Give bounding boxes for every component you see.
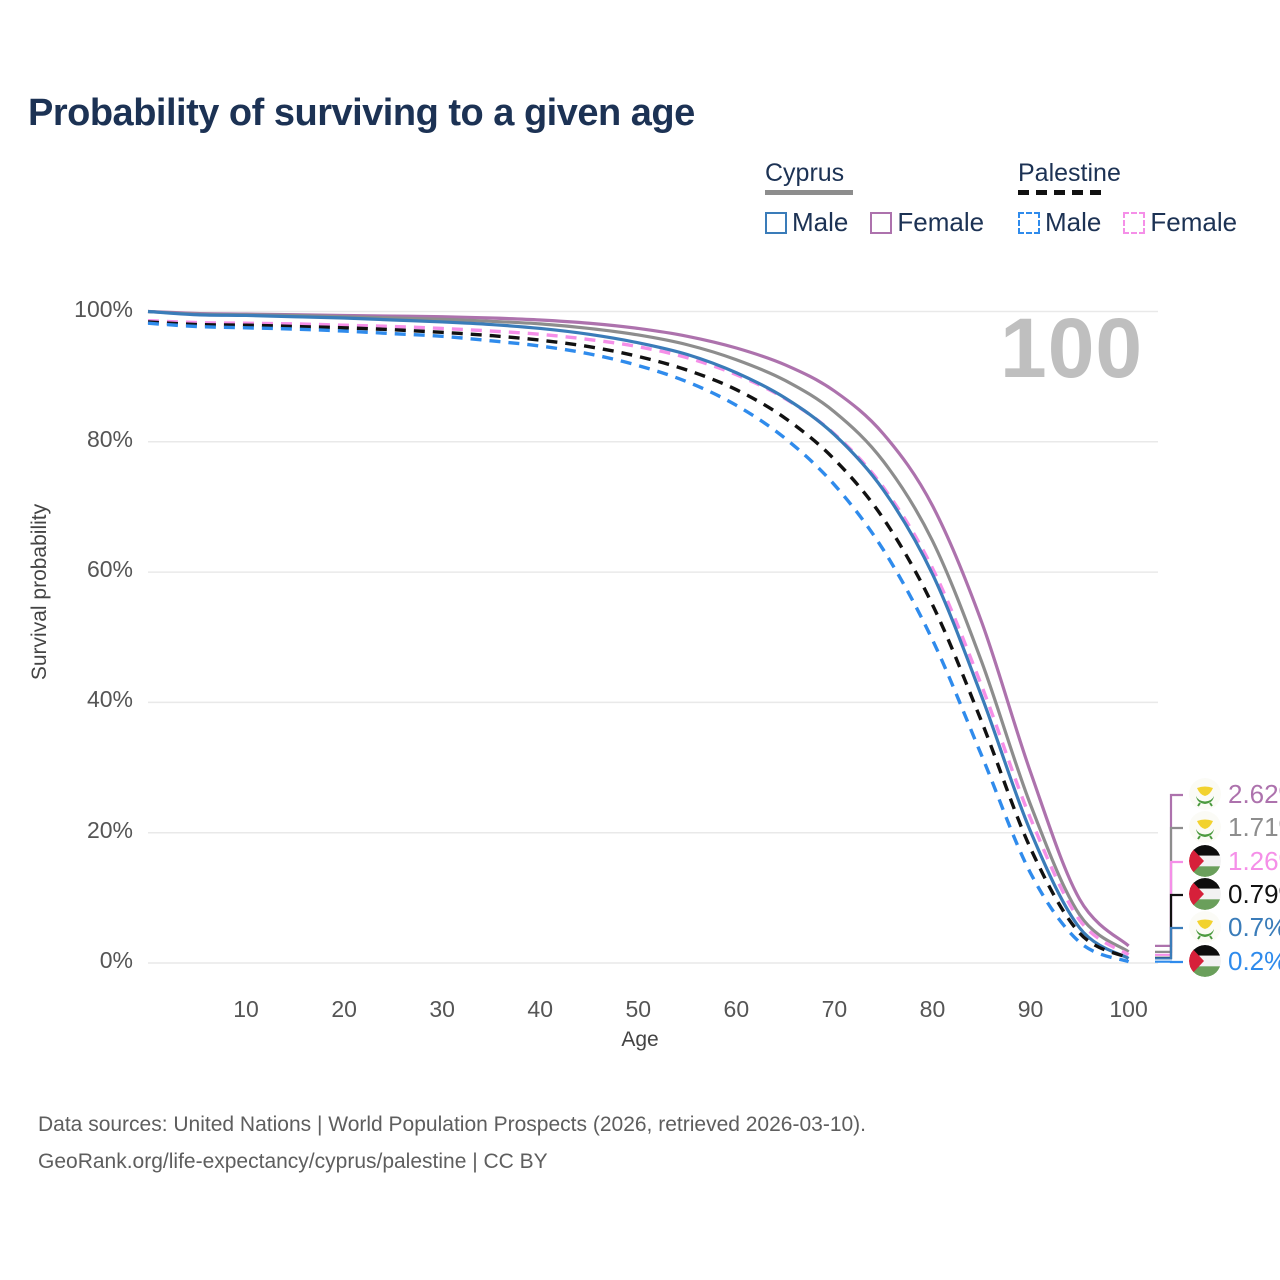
legend-country-label-palestine: Palestine xyxy=(1018,159,1121,187)
x-tick-30: 30 xyxy=(429,996,455,1022)
legend-label-palestine-female: Female xyxy=(1150,207,1238,237)
x-tick-100: 100 xyxy=(1109,996,1148,1022)
y-axis-title: Survival probability xyxy=(28,503,51,681)
page-title: Probability of surviving to a given age xyxy=(28,92,695,134)
legend-item-palestine-female[interactable]: Female xyxy=(1123,207,1237,238)
cyprus-flag-icon xyxy=(1189,778,1221,810)
legend: Cyprus Male Female Palestine Male Female xyxy=(760,160,1260,245)
end-label-value-cyprus-total: 1.71% xyxy=(1228,811,1280,842)
end-label-value-cyprus-male: 0.7% xyxy=(1228,911,1280,942)
palestine-flag-icon xyxy=(1189,845,1221,877)
footer-line-url: GeoRank.org/life-expectancy/cyprus/pales… xyxy=(38,1150,548,1173)
leader-lines xyxy=(1155,793,1183,964)
legend-label-palestine-male: Male xyxy=(1045,207,1102,237)
end-label-cyprus-total: 1.71% xyxy=(1189,811,1280,843)
legend-item-cyprus-female[interactable]: Female xyxy=(870,207,984,238)
end-label-palestine-male: 0.2% xyxy=(1189,945,1280,977)
y-tick-0%: 0% xyxy=(99,947,133,973)
end-label-value-cyprus-female: 2.62% xyxy=(1228,778,1280,809)
x-tick-90: 90 xyxy=(1017,996,1044,1022)
legend-rule-cyprus xyxy=(765,190,853,195)
end-label-value-palestine-female: 1.26% xyxy=(1228,845,1280,876)
legend-item-palestine-male[interactable]: Male xyxy=(1018,207,1101,238)
y-tick-20%: 20% xyxy=(86,816,133,843)
legend-label-cyprus-male: Male xyxy=(792,207,849,237)
x-tick-40: 40 xyxy=(527,996,554,1022)
legend-label-cyprus-female: Female xyxy=(897,207,985,237)
palestine-flag-icon xyxy=(1189,878,1221,910)
legend-rule-palestine xyxy=(1018,190,1106,195)
leader-line-palestine-female xyxy=(1155,860,1183,956)
leader-line-palestine-total xyxy=(1155,893,1183,959)
legend-country-label-cyprus: Cyprus xyxy=(765,159,845,187)
end-label-value-palestine-male: 0.2% xyxy=(1228,945,1280,976)
leader-line-cyprus-female xyxy=(1155,793,1183,947)
x-tick-10: 10 xyxy=(233,996,259,1022)
cyprus-flag-icon xyxy=(1189,911,1221,943)
series-lines xyxy=(147,309,1130,964)
palestine-flag-icon xyxy=(1189,945,1221,977)
series-line-palestine-total xyxy=(147,320,1130,960)
x-axis-title: Age xyxy=(621,1028,659,1051)
footer-line-sources: Data sources: United Nations | World Pop… xyxy=(38,1113,867,1136)
series-line-palestine-male xyxy=(147,321,1130,964)
series-line-cyprus-total xyxy=(147,309,1130,954)
legend-group-palestine: Palestine Male Female xyxy=(1018,160,1258,238)
x-tick-80: 80 xyxy=(919,996,946,1022)
end-label-cyprus-female: 2.62% xyxy=(1189,778,1280,810)
y-tick-100%: 100% xyxy=(74,295,133,322)
legend-group-cyprus: Cyprus Male Female xyxy=(765,160,995,238)
y-tick-80%: 80% xyxy=(86,425,133,452)
series-line-palestine-female xyxy=(147,318,1130,957)
end-label-palestine-female: 1.26% xyxy=(1189,845,1280,877)
end-label-value-palestine-total: 0.79% xyxy=(1228,878,1280,909)
legend-swatch-palestine-male-icon xyxy=(1018,211,1040,234)
x-tick-20: 20 xyxy=(331,996,357,1022)
legend-swatch-palestine-female-icon xyxy=(1123,211,1146,234)
legend-item-cyprus-male[interactable]: Male xyxy=(765,207,848,238)
x-tick-50: 50 xyxy=(625,996,652,1022)
x-tick-70: 70 xyxy=(821,996,848,1022)
end-label-cyprus-male: 0.7% xyxy=(1189,911,1280,943)
y-tick-60%: 60% xyxy=(86,556,133,583)
legend-swatch-cyprus-female-icon xyxy=(870,211,893,234)
series-line-cyprus-male xyxy=(147,309,1130,960)
end-label-palestine-total: 0.79% xyxy=(1189,878,1280,910)
leader-line-cyprus-male xyxy=(1155,926,1183,960)
leader-line-cyprus-total xyxy=(1155,826,1183,953)
watermark-age-100: 100 xyxy=(1000,301,1144,395)
gridlines xyxy=(148,310,1158,964)
legend-swatch-cyprus-male-icon xyxy=(765,211,787,234)
series-line-cyprus-female xyxy=(147,309,1130,948)
x-tick-60: 60 xyxy=(723,996,750,1022)
y-tick-40%: 40% xyxy=(86,686,133,713)
cyprus-flag-icon xyxy=(1189,811,1221,843)
footer: Data sources: United Nations | World Pop… xyxy=(38,1106,866,1180)
